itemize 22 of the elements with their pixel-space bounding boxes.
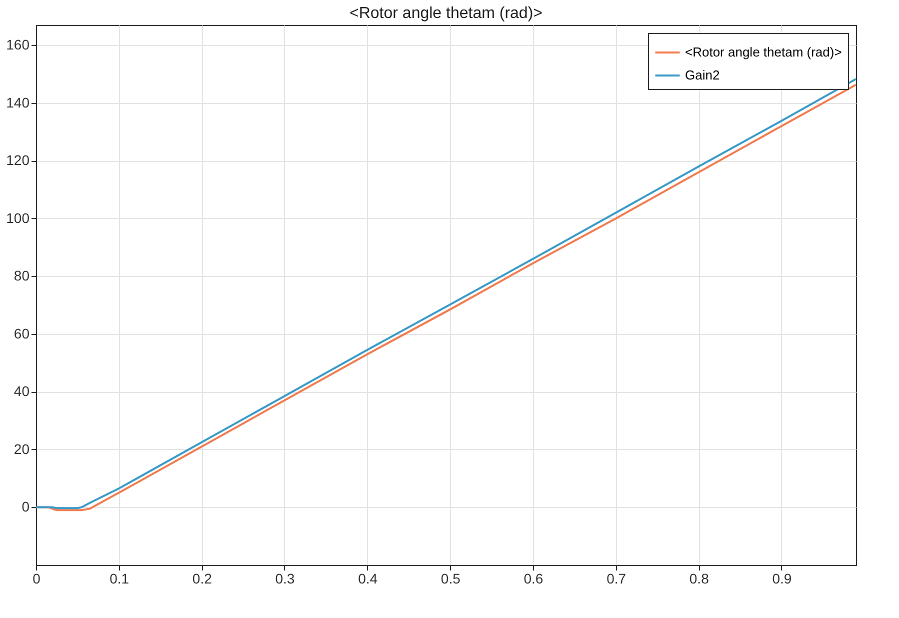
- y-tick-label: 140: [6, 94, 30, 110]
- y-tick-label: 40: [14, 383, 30, 400]
- x-tick-label: 0.3: [275, 570, 295, 586]
- y-tick-label: 80: [14, 268, 30, 284]
- legend-label: <Rotor angle thetam (rad)>: [685, 44, 842, 60]
- x-tick-label: 0.4: [358, 570, 378, 586]
- y-tick-label: 100: [6, 210, 30, 226]
- y-tick-label: 60: [14, 325, 30, 342]
- x-tick-label: 0.2: [192, 570, 212, 586]
- x-tick-label: 0.5: [440, 570, 461, 586]
- x-tick-label: 0.1: [110, 570, 130, 586]
- legend-label: Gain2: [685, 68, 720, 82]
- y-tick-label: 120: [6, 152, 30, 168]
- x-tick-label: 0: [32, 570, 41, 586]
- x-tick-label: 0.8: [689, 570, 710, 586]
- x-tick-label: 0.6: [524, 570, 544, 586]
- y-tick-label: 20: [14, 440, 30, 457]
- chart-title: <Rotor angle thetam (rad)>: [350, 5, 542, 22]
- x-tick-label: 0.9: [772, 570, 792, 586]
- y-tick-label: 0: [22, 498, 30, 515]
- x-tick-label: 0.7: [606, 570, 626, 586]
- y-tick-label: 160: [6, 36, 30, 53]
